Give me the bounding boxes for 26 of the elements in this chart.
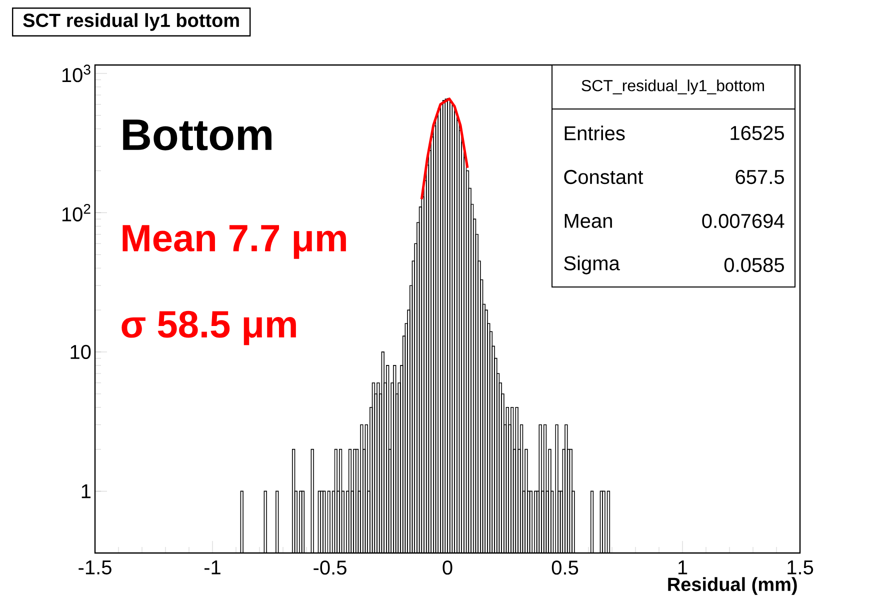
annotation: Sigma <box>564 256 620 274</box>
annotation: Mean <box>564 214 612 228</box>
annotation: Mean 7.7 μm <box>122 225 346 259</box>
x-tick-label: 0 <box>442 560 452 575</box>
x-tick-label: -0.5 <box>314 560 346 575</box>
annotation: 0.0585 <box>724 258 784 272</box>
annotation: 0.007694 <box>702 214 784 228</box>
annotation: 657.5 <box>736 170 784 184</box>
x-tick-label: 0.5 <box>552 560 578 575</box>
annotation: 16525 <box>730 126 784 140</box>
y-tick-label: 10$^{3}$ <box>62 64 90 82</box>
annotation: Entries <box>564 126 625 140</box>
y-tick-label: 10$^{2}$ <box>62 204 90 222</box>
y-tick-label: 10 <box>70 344 91 360</box>
annotation: Bottom <box>123 120 272 150</box>
annotation: Constant <box>564 170 644 184</box>
chart-title: SCT residual ly1 bottom <box>23 13 239 31</box>
x-tick-label: -1 <box>204 560 220 574</box>
x-axis-title: Residual (mm) <box>668 577 797 595</box>
x-tick-label: -1.5 <box>78 560 112 574</box>
x-tick-label: 1.5 <box>788 560 814 574</box>
line-series <box>420 98 469 200</box>
y-tick-label: 1 <box>82 484 90 498</box>
annotation: SCT_residual_ly1_bottom <box>582 80 764 94</box>
annotation: σ 58.5 μm <box>122 310 296 346</box>
x-tick-label: 1 <box>678 560 688 574</box>
